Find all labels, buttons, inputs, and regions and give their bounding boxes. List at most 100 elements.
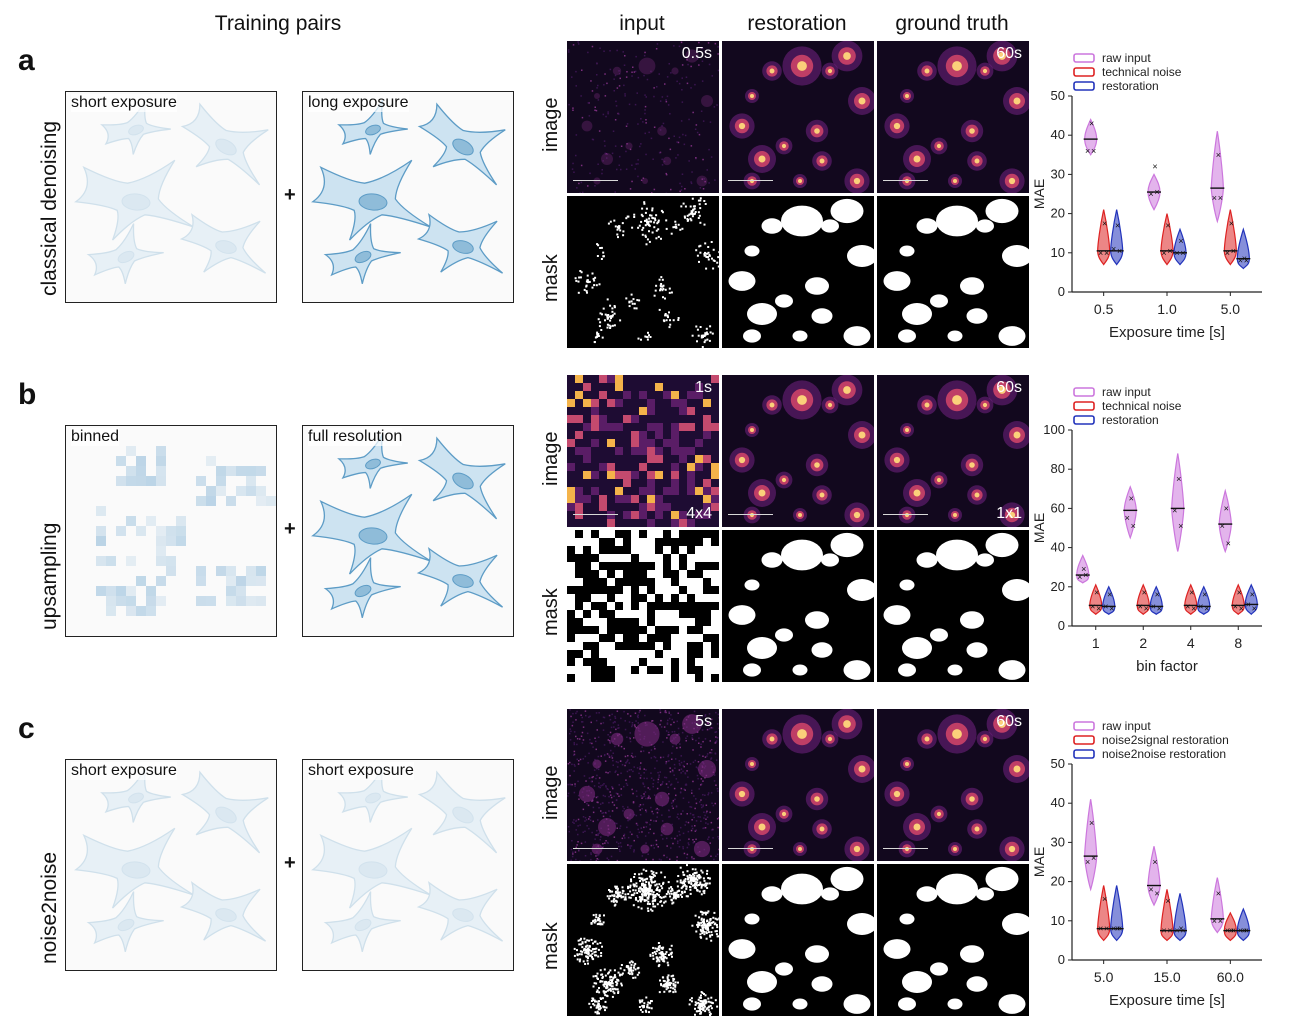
sample-point: × [1107, 590, 1112, 600]
y-axis-label: MAE [1031, 179, 1047, 209]
sample-point: × [1238, 256, 1243, 266]
legend-swatch [1073, 401, 1095, 411]
sample-point: × [1102, 218, 1107, 228]
sample-point: × [1189, 588, 1194, 598]
scale-bar [883, 513, 928, 515]
sample-point: × [1225, 926, 1230, 936]
sample-point: × [1148, 884, 1153, 894]
sample-point: × [1238, 926, 1243, 936]
sample-point: × [1104, 924, 1109, 934]
legend-swatch [1073, 67, 1095, 77]
scale-bar [573, 847, 618, 849]
legend-swatch [1073, 735, 1095, 745]
sample-point: × [1218, 916, 1223, 926]
legend-entry: restoration [1102, 413, 1159, 427]
violin [1136, 583, 1150, 616]
sample-point: × [1129, 494, 1134, 504]
x-axis-label: Exposure time [s] [1109, 324, 1225, 341]
sample-point: × [1085, 857, 1090, 867]
legend-entry: noise2noise restoration [1102, 747, 1226, 761]
mae-violin-chart: raw input noise2signal restoration noise2n… [1030, 714, 1280, 1014]
x-tick-label: 1.0 [1157, 301, 1177, 317]
sample-point: × [1152, 857, 1157, 867]
y-tick-label: 0 [1058, 284, 1065, 299]
violin [1089, 583, 1103, 616]
y-tick-label: 40 [1051, 540, 1065, 555]
sample-point: × [1144, 603, 1149, 613]
sample-point: × [1204, 603, 1209, 613]
image-row-label: image [540, 97, 562, 152]
sample-point: × [1167, 246, 1172, 256]
ground-truth-exposure-label: 60s [996, 379, 1022, 396]
sample-point: × [1157, 603, 1162, 613]
cell-illustration [311, 99, 506, 284]
sample-point: × [1178, 924, 1183, 934]
legend-swatch [1073, 415, 1095, 425]
x-tick-label: 4 [1187, 635, 1195, 651]
y-tick-label: 60 [1051, 500, 1065, 515]
sample-point: × [1220, 521, 1225, 531]
ground-truth-image-tile: 60s [877, 709, 1029, 861]
input-exposure-label: 0.5s [681, 45, 712, 62]
restoration-image-tile [722, 709, 874, 861]
ground-truth-mask-tile [877, 530, 1029, 682]
violin [1197, 585, 1211, 616]
sample-point: × [1233, 601, 1238, 611]
violin [1173, 227, 1187, 266]
scale-bar [573, 513, 618, 515]
mask-row-label: mask [540, 922, 562, 970]
violin [1110, 209, 1124, 266]
violin [1084, 118, 1098, 156]
sample-point: × [1081, 564, 1086, 574]
sample-point: × [1185, 601, 1190, 611]
legend-entry: restoration [1102, 79, 1159, 93]
sample-point: × [1161, 926, 1166, 936]
scale-bar [728, 179, 773, 181]
sample-point: × [1115, 220, 1120, 230]
x-tick-label: 5.0 [1221, 301, 1241, 317]
scale-bar [883, 847, 928, 849]
violin [1102, 585, 1116, 616]
panel-row-title: noise2noise [38, 851, 61, 964]
y-tick-label: 40 [1051, 127, 1065, 142]
sample-point: × [1212, 193, 1217, 203]
y-tick-label: 50 [1051, 756, 1065, 771]
sample-point: × [1244, 926, 1249, 936]
sample-point: × [1218, 193, 1223, 203]
training-input-label: short exposure [71, 94, 177, 112]
y-tick-label: 20 [1051, 206, 1065, 221]
sample-point: × [1111, 924, 1116, 934]
sample-point: × [1167, 926, 1172, 936]
mae-violin-chart: raw input technical noise restoration 0 10 20… [1030, 46, 1280, 346]
y-tick-label: 30 [1051, 166, 1065, 181]
sample-point: × [1202, 590, 1207, 600]
restoration-column-header: restoration [747, 12, 847, 35]
sample-point: × [1176, 474, 1181, 484]
panel-letter: a [18, 44, 35, 77]
legend-entry: technical noise [1102, 65, 1182, 79]
image-row-label: image [540, 765, 562, 820]
violin [1076, 554, 1090, 584]
scale-bar [728, 513, 773, 515]
sample-point: × [1103, 601, 1108, 611]
restoration-image-tile [722, 41, 874, 193]
x-tick-label: 60.0 [1217, 969, 1244, 985]
sample-point: × [1250, 590, 1255, 600]
x-tick-label: 8 [1234, 635, 1242, 651]
sample-point: × [1111, 244, 1116, 254]
violin [1160, 213, 1174, 266]
input-mask-tile [567, 196, 719, 348]
input-image-tile: 5s [567, 709, 719, 861]
panel-row-title: upsampling [38, 522, 61, 630]
sample-point: × [1198, 601, 1203, 611]
sample-point: × [1077, 572, 1082, 582]
input-mask-tile [567, 530, 719, 682]
input-exposure-label: 5s [695, 713, 712, 730]
sample-point: × [1083, 570, 1088, 580]
training-target-label: short exposure [308, 762, 414, 780]
plus-sign: + [284, 184, 296, 206]
scale-bar [728, 847, 773, 849]
legend-swatch [1073, 53, 1095, 63]
training-input-label: short exposure [71, 762, 177, 780]
input-mask-tile [567, 864, 719, 1016]
